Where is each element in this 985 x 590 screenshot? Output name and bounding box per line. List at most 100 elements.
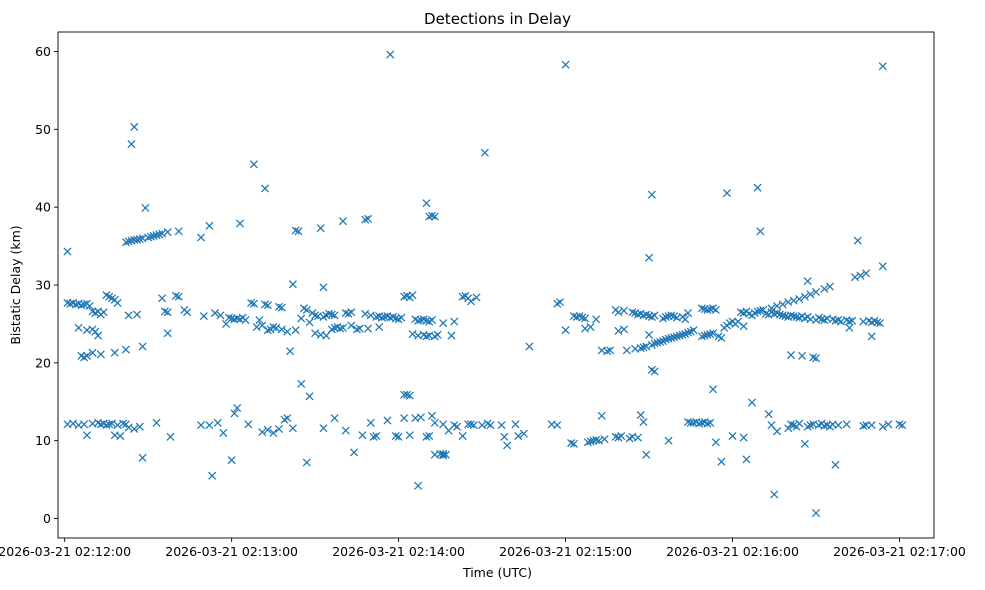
data-point — [619, 306, 629, 315]
data-point — [269, 428, 278, 437]
data-point — [363, 324, 373, 333]
data-point — [586, 322, 595, 332]
data-point — [633, 433, 642, 442]
data-point — [770, 490, 779, 499]
data-point — [439, 420, 448, 429]
data-point — [753, 183, 762, 192]
data-point — [597, 411, 606, 420]
data-point — [764, 410, 773, 419]
data-point — [121, 345, 130, 354]
data-point — [269, 322, 278, 332]
data-point — [155, 230, 164, 239]
data-point — [859, 421, 868, 430]
data-point — [483, 419, 492, 428]
data-point — [405, 431, 414, 440]
data-point — [99, 308, 108, 317]
data-point — [338, 323, 347, 332]
data-point — [174, 292, 183, 301]
data-point — [683, 328, 693, 337]
y-tick-label: 0 — [43, 511, 51, 526]
y-tick-label: 60 — [35, 44, 51, 59]
data-point — [709, 385, 718, 394]
data-point — [174, 227, 183, 236]
data-point — [132, 310, 142, 319]
data-point — [402, 390, 411, 399]
data-point — [778, 300, 787, 309]
data-point — [205, 421, 214, 430]
data-point — [441, 450, 450, 459]
data-point — [439, 449, 448, 458]
data-point — [592, 315, 601, 324]
data-point — [820, 284, 829, 293]
data-point — [664, 436, 673, 445]
data-point — [82, 351, 91, 360]
data-point — [274, 302, 283, 311]
data-point — [867, 421, 876, 430]
data-point — [853, 236, 862, 245]
data-point — [183, 308, 192, 317]
data-point — [561, 326, 570, 335]
data-point — [258, 428, 267, 437]
data-point — [130, 424, 139, 434]
y-tick-label: 10 — [35, 433, 51, 448]
data-point — [330, 414, 339, 423]
data-point — [363, 214, 373, 223]
data-point — [160, 307, 169, 316]
data-point — [617, 431, 626, 441]
data-point — [258, 321, 267, 330]
x-tick-label: 2026-03-21 02:12:00 — [0, 544, 131, 559]
data-point — [247, 298, 256, 307]
data-point — [244, 420, 253, 429]
data-point — [795, 294, 804, 304]
data-point — [452, 422, 462, 431]
data-point — [196, 421, 206, 430]
data-point — [105, 420, 114, 429]
y-axis-label: Bistatic Delay (km) — [8, 225, 23, 344]
data-point — [227, 456, 236, 465]
data-point — [255, 315, 264, 325]
data-point — [706, 330, 715, 339]
data-point — [667, 311, 676, 320]
data-point — [767, 304, 776, 313]
data-point — [286, 347, 295, 356]
y-tick-label: 40 — [35, 200, 51, 215]
data-point — [786, 420, 796, 429]
data-point — [91, 327, 100, 336]
data-point — [302, 458, 311, 467]
data-point — [135, 235, 144, 244]
data-point — [288, 424, 297, 433]
data-point — [305, 392, 314, 401]
data-point — [408, 291, 417, 300]
x-tick-label: 2026-03-21 02:15:00 — [499, 544, 632, 559]
data-point — [703, 419, 712, 428]
data-point — [514, 431, 523, 441]
data-point — [319, 283, 328, 292]
data-point — [205, 221, 214, 230]
data-point — [592, 435, 601, 444]
data-point — [138, 342, 147, 351]
data-point — [681, 315, 690, 324]
data-point — [372, 431, 381, 441]
data-point — [277, 325, 286, 334]
data-point — [427, 211, 437, 220]
data-point — [622, 346, 631, 355]
data-point — [319, 424, 328, 433]
data-point — [375, 322, 384, 332]
x-tick-label: 2026-03-21 02:13:00 — [165, 544, 298, 559]
data-point — [263, 425, 272, 434]
data-point — [414, 481, 423, 490]
data-point — [553, 421, 562, 430]
data-point — [430, 212, 439, 221]
data-point — [116, 431, 125, 441]
data-point — [291, 326, 300, 335]
data-point — [642, 450, 651, 459]
data-point — [739, 433, 748, 442]
data-point — [878, 262, 887, 271]
y-tick-label: 30 — [35, 278, 51, 293]
data-point — [567, 438, 576, 448]
data-point — [842, 420, 851, 429]
data-point — [327, 310, 336, 319]
data-point — [873, 318, 882, 327]
data-point — [636, 410, 645, 420]
